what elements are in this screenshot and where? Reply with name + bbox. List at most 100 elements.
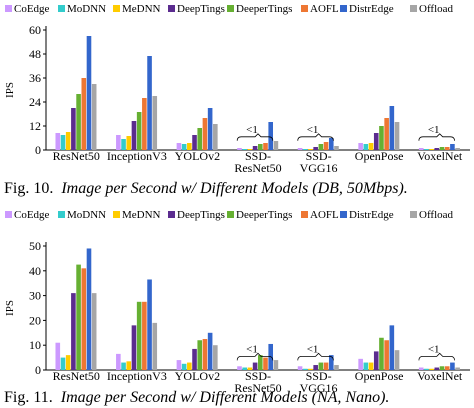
bar-offload-openpose xyxy=(394,350,400,370)
bar-deepertings-openpose xyxy=(379,126,384,150)
chart-dB-50mbps: CoEdge MoDNN MeDNN DeepTings DeeperTings AOFL… xyxy=(4,3,470,197)
bar-deeptings-ssd-resnet50 xyxy=(252,362,258,370)
legend-label-deepertings: DeeperTings xyxy=(236,209,292,221)
bar-deeptings-resnet50 xyxy=(71,293,76,370)
bar-deepertings-openpose xyxy=(379,337,384,370)
category-label-ssd-resnet50: SSD-ResNet50 xyxy=(234,369,281,395)
annotation-bracket xyxy=(418,133,455,141)
bar-distredge-ssd-vgg16 xyxy=(328,355,334,370)
bar-coedge-ssd-resnet50 xyxy=(237,366,242,370)
bar-aofl-ssd-vgg16 xyxy=(323,362,329,370)
annotation-bracket xyxy=(418,352,455,361)
bar-mednn-openpose xyxy=(368,143,374,150)
legend-swatch-distredge xyxy=(340,211,347,218)
legend-label-modnn: MoDNN xyxy=(67,209,106,221)
bar-distredge-yolov2 xyxy=(207,332,213,370)
bar-modnn-voxelnet xyxy=(424,368,429,370)
category-label-ssd-vgg16: SSD-VGG16 xyxy=(300,149,338,175)
bar-deepertings-inceptionv3 xyxy=(136,112,142,150)
y-tick-label: 36 xyxy=(29,71,41,85)
bar-aofl-ssd-vgg16 xyxy=(323,142,329,150)
figure-caption: Fig. 11. Image per Second w/ Different Mo… xyxy=(4,389,389,406)
legend-swatch-mednn xyxy=(113,5,120,12)
bar-coedge-ssd-vgg16 xyxy=(297,366,303,370)
y-tick-label: 0 xyxy=(35,363,41,377)
legend-label-modnn: MoDNN xyxy=(67,3,106,15)
bar-mednn-resnet50 xyxy=(65,132,71,150)
bar-coedge-yolov2 xyxy=(176,143,182,150)
bar-deeptings-voxelnet xyxy=(434,367,440,370)
legend-swatch-distredge xyxy=(340,5,347,12)
category-label-ssd-resnet50: SSD-ResNet50 xyxy=(234,149,281,175)
bar-deeptings-openpose xyxy=(373,133,379,150)
bar-mednn-yolov2 xyxy=(187,362,192,370)
annotation-bracket xyxy=(236,352,274,361)
bar-modnn-openpose xyxy=(363,362,369,370)
legend-label-offload: Offload xyxy=(419,209,454,221)
annotation-bracket xyxy=(236,133,274,141)
legend-swatch-modnn xyxy=(58,5,65,12)
bar-aofl-voxelnet xyxy=(444,366,450,370)
bar-offload-ssd-resnet50 xyxy=(273,141,279,150)
legend-swatch-aofl xyxy=(301,5,308,12)
bar-mednn-resnet50 xyxy=(65,355,71,370)
bar-modnn-inceptionv3 xyxy=(121,139,126,150)
bar-modnn-openpose xyxy=(363,144,369,150)
bar-distredge-ssd-resnet50 xyxy=(268,122,273,150)
bar-distredge-ssd-vgg16 xyxy=(328,138,334,150)
legend-label-offload: Offload xyxy=(419,3,454,15)
category-label-ssd-vgg16: SSD-VGG16 xyxy=(300,369,338,395)
bar-modnn-ssd-vgg16 xyxy=(302,368,308,370)
bar-aofl-ssd-resnet50 xyxy=(263,143,268,150)
bar-deeptings-voxelnet xyxy=(434,148,440,150)
bar-distredge-yolov2 xyxy=(207,108,213,150)
bar-distredge-resnet50 xyxy=(86,248,92,370)
category-label-inceptionv3: InceptionV3 xyxy=(107,369,167,383)
bar-deepertings-yolov2 xyxy=(197,128,203,150)
bar-mednn-ssd-vgg16 xyxy=(308,149,313,150)
legend-swatch-deepertings xyxy=(227,211,234,218)
legend-label-deeptings: DeepTings xyxy=(177,209,225,221)
legend-swatch-deeptings xyxy=(168,5,175,12)
bar-deeptings-ssd-resnet50 xyxy=(252,146,258,150)
bar-mednn-ssd-vgg16 xyxy=(308,368,313,370)
legend-label-aofl: AOFL xyxy=(310,3,339,15)
bar-distredge-voxelnet xyxy=(450,362,455,370)
legend-label-deeptings: DeepTings xyxy=(177,3,225,15)
bar-offload-ssd-resnet50 xyxy=(273,360,279,370)
bar-mednn-voxelnet xyxy=(429,368,434,370)
legend-swatch-offload xyxy=(410,211,417,218)
bar-mednn-voxelnet xyxy=(429,149,434,150)
legend-label-mednn: MeDNN xyxy=(122,209,161,221)
legend-label-coedge: CoEdge xyxy=(14,3,50,15)
caption-prefix: Fig. 11. xyxy=(4,389,53,406)
legend-label-distredge: DistrEdge xyxy=(349,209,394,221)
legend-label-mednn: MeDNN xyxy=(122,3,161,15)
bar-coedge-resnet50 xyxy=(55,342,61,370)
bar-modnn-voxelnet xyxy=(424,149,429,150)
bar-coedge-openpose xyxy=(358,143,363,150)
annotation-less-than-one: <1 xyxy=(307,343,319,355)
category-label-voxelnet: VoxelNet xyxy=(417,149,463,163)
category-label-inceptionv3: InceptionV3 xyxy=(107,149,167,163)
bar-modnn-resnet50 xyxy=(60,135,66,150)
bar-offload-voxelnet xyxy=(455,148,460,150)
bar-deeptings-inceptionv3 xyxy=(131,325,137,370)
bar-modnn-resnet50 xyxy=(60,357,66,370)
y-tick-label: 12 xyxy=(29,119,41,133)
bar-deepertings-voxelnet xyxy=(439,366,445,370)
y-tick-label: 50 xyxy=(29,239,41,253)
bar-coedge-resnet50 xyxy=(55,133,61,150)
bar-modnn-inceptionv3 xyxy=(121,362,126,370)
bar-mednn-ssd-resnet50 xyxy=(247,149,253,150)
category-label-openpose: OpenPose xyxy=(355,149,404,163)
bar-aofl-yolov2 xyxy=(202,339,208,370)
bar-deeptings-resnet50 xyxy=(71,108,76,150)
bar-modnn-yolov2 xyxy=(181,144,187,150)
caption-prefix: Fig. 10. xyxy=(4,180,53,197)
legend-swatch-aofl xyxy=(301,211,308,218)
bar-offload-ssd-vgg16 xyxy=(334,146,339,150)
bar-aofl-voxelnet xyxy=(444,147,450,150)
bar-offload-yolov2 xyxy=(213,124,218,150)
bar-coedge-ssd-resnet50 xyxy=(237,148,242,150)
